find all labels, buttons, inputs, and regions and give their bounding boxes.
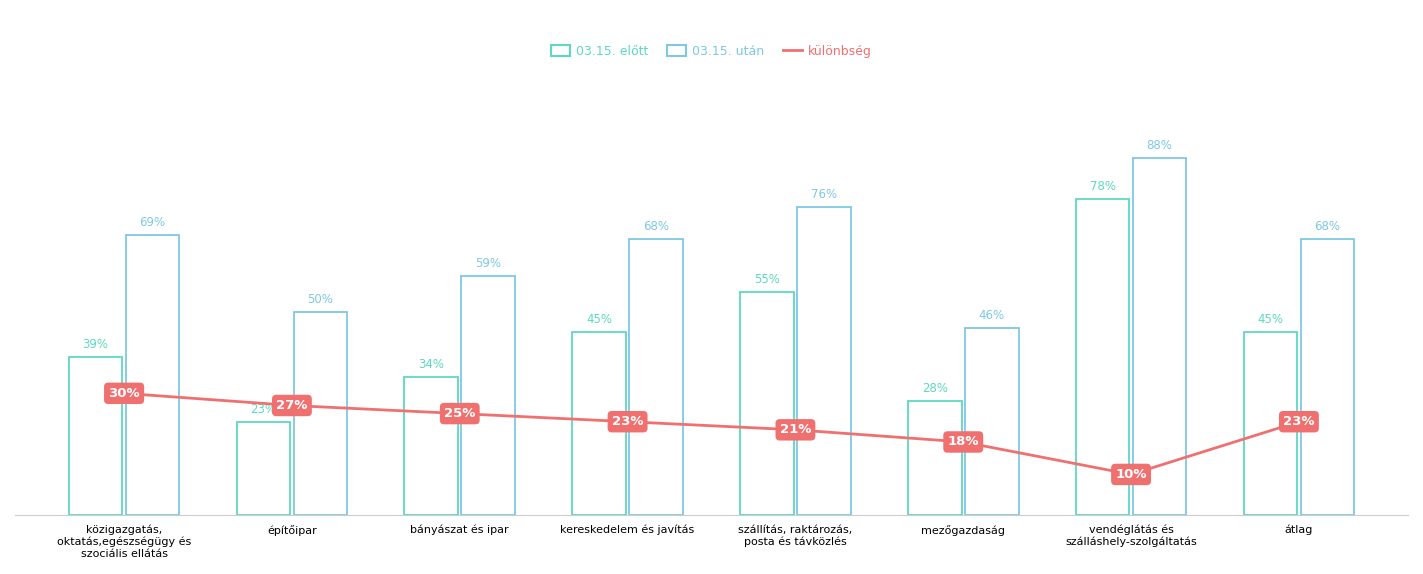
Text: 50%: 50% — [307, 293, 333, 306]
Text: 46%: 46% — [979, 309, 1005, 323]
Text: 25%: 25% — [444, 407, 475, 420]
Text: 69%: 69% — [139, 216, 165, 229]
Bar — [236, 422, 290, 515]
Bar — [404, 377, 458, 515]
Text: 34%: 34% — [418, 358, 444, 371]
Text: 23%: 23% — [1284, 415, 1315, 428]
Text: 27%: 27% — [276, 399, 307, 412]
Text: 68%: 68% — [643, 220, 669, 233]
Text: 21%: 21% — [780, 423, 811, 436]
Text: 18%: 18% — [948, 436, 979, 448]
Legend: 03.15. előtt, 03.15. után, különbség: 03.15. előtt, 03.15. után, különbség — [546, 40, 877, 63]
Text: 23%: 23% — [250, 402, 276, 416]
Bar — [908, 401, 962, 515]
Text: 68%: 68% — [1315, 220, 1340, 233]
Text: 28%: 28% — [922, 382, 948, 395]
Bar — [572, 332, 626, 515]
Bar — [293, 312, 347, 515]
Text: 45%: 45% — [586, 313, 612, 327]
Text: 78%: 78% — [1090, 180, 1116, 193]
Bar — [68, 357, 122, 515]
Text: 39%: 39% — [83, 338, 108, 351]
Text: 59%: 59% — [475, 257, 501, 270]
Text: 45%: 45% — [1258, 313, 1284, 327]
Text: 55%: 55% — [754, 273, 780, 286]
Bar — [125, 235, 179, 515]
Bar — [461, 276, 515, 515]
Bar — [740, 292, 794, 515]
Bar — [629, 239, 683, 515]
Bar — [1076, 199, 1130, 515]
Text: 30%: 30% — [108, 387, 139, 400]
Text: 76%: 76% — [811, 188, 837, 201]
Bar — [797, 207, 851, 515]
Bar — [1301, 239, 1355, 515]
Text: 23%: 23% — [612, 415, 643, 428]
Text: 88%: 88% — [1147, 139, 1173, 152]
Bar — [1133, 158, 1187, 515]
Text: 10%: 10% — [1116, 468, 1147, 481]
Bar — [1244, 332, 1298, 515]
Bar — [965, 328, 1019, 515]
